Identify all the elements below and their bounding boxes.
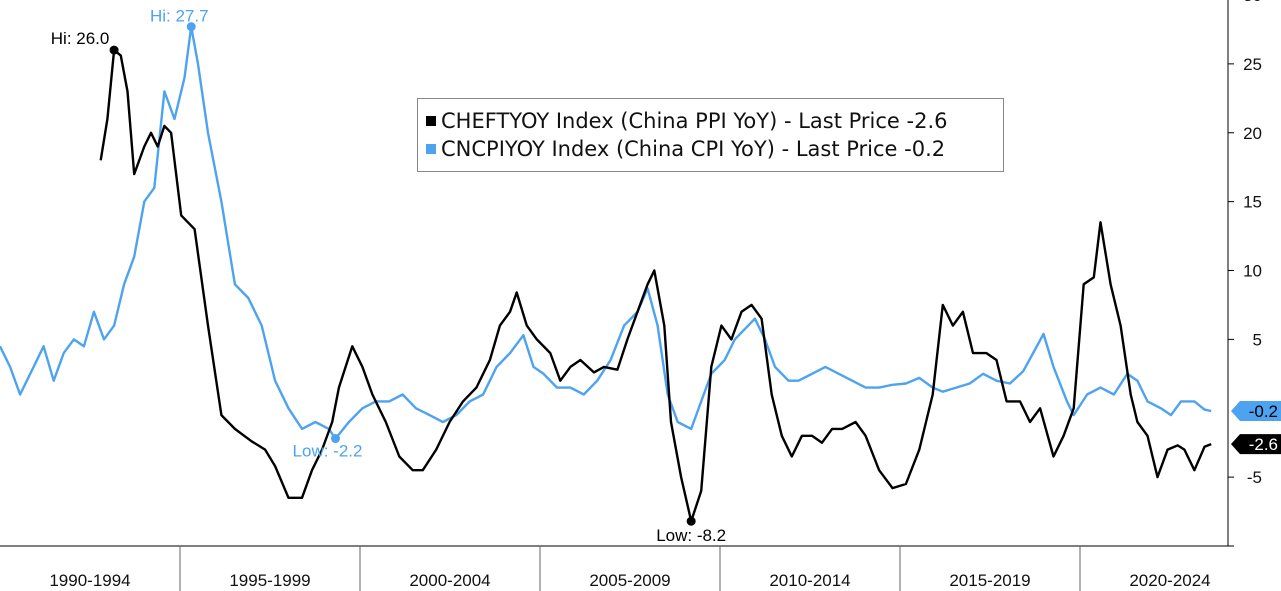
y-axis: -5 5 10 15 20 25 30 bbox=[1227, 0, 1262, 547]
x-tick-label: 2020-2024 bbox=[1129, 571, 1210, 590]
annotation-label: Low: -8.2 bbox=[656, 526, 726, 545]
legend-swatch-ppi bbox=[426, 116, 436, 126]
legend-label-ppi: CHEFTYOY Index (China PPI YoY) - Last Pr… bbox=[441, 109, 948, 133]
annotation-label: Low: -2.2 bbox=[293, 442, 363, 461]
ppi-series-line bbox=[99, 48, 1212, 523]
last-value-label: -2.6 bbox=[1249, 435, 1278, 454]
y-tick-label: 30 bbox=[1243, 0, 1262, 5]
x-tick-label: 2015-2019 bbox=[949, 571, 1030, 590]
x-axis: 1990-1994 1995-1999 2000-2004 2005-2009 2010… bbox=[0, 545, 1228, 591]
series-lines bbox=[0, 25, 1212, 523]
annotation-label: Hi: 26.0 bbox=[51, 29, 110, 48]
legend: CHEFTYOY Index (China PPI YoY) - Last Pr… bbox=[417, 98, 1004, 172]
x-tick-label: 1995-1999 bbox=[229, 571, 310, 590]
x-tick-label: 2000-2004 bbox=[409, 571, 490, 590]
annotation-marker bbox=[109, 45, 119, 55]
x-tick-label: 2005-2009 bbox=[589, 571, 670, 590]
annotation-marker bbox=[186, 22, 196, 32]
cpi-last-value-tag bbox=[1231, 401, 1281, 422]
x-tick-label: 1990-1994 bbox=[49, 571, 130, 590]
legend-item-cpi: CNCPIYOY Index (China CPI YoY) - Last Pr… bbox=[426, 135, 1003, 163]
y-tick-label: 5 bbox=[1253, 330, 1262, 349]
annotation-label: Hi: 27.7 bbox=[150, 7, 209, 26]
legend-swatch-cpi bbox=[426, 144, 436, 154]
y-tick-label: 25 bbox=[1243, 55, 1262, 74]
ppi-last-value-tag bbox=[1231, 434, 1281, 455]
y-tick-label: 20 bbox=[1243, 124, 1262, 143]
y-tick-label: 15 bbox=[1243, 193, 1262, 212]
annotation-marker bbox=[686, 516, 696, 526]
y-tick-label: -5 bbox=[1247, 468, 1262, 487]
annotation-marker bbox=[331, 434, 341, 444]
last-value-tags: -2.6 -0.2 bbox=[1231, 401, 1281, 455]
legend-label-cpi: CNCPIYOY Index (China CPI YoY) - Last Pr… bbox=[441, 137, 946, 161]
cpi-series-line bbox=[0, 25, 1212, 440]
last-value-label: -0.2 bbox=[1249, 402, 1278, 421]
x-tick-label: 2010-2014 bbox=[769, 571, 850, 590]
y-tick-label: 10 bbox=[1243, 262, 1262, 281]
legend-item-ppi: CHEFTYOY Index (China PPI YoY) - Last Pr… bbox=[426, 107, 1003, 135]
annotations: Hi: 26.0 Hi: 27.7 Low: -2.2 Low: -8.2 bbox=[51, 7, 726, 546]
